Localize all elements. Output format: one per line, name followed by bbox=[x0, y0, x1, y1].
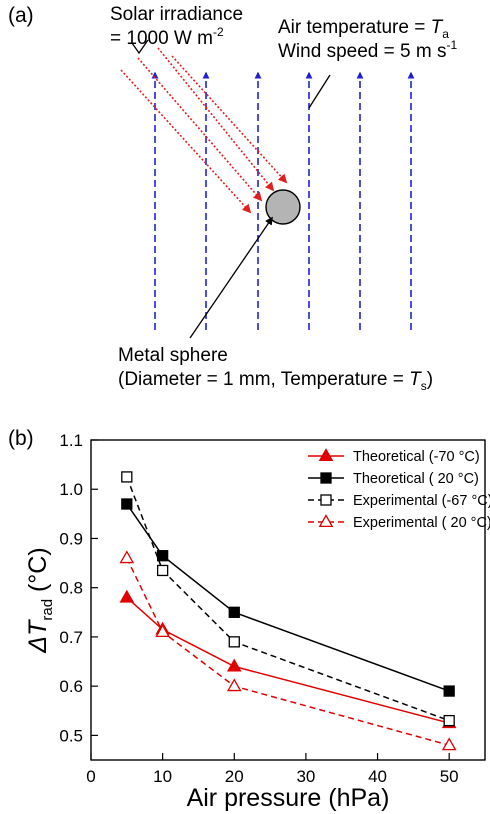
y-axis-title: ΔTrad (°C) bbox=[24, 547, 56, 653]
data-point bbox=[119, 550, 135, 564]
panel-a: (a) Solar irradiance = 1000 W m-2 Air te… bbox=[8, 4, 457, 393]
data-point bbox=[156, 564, 169, 577]
data-point bbox=[443, 685, 455, 697]
panel-b-label: (b) bbox=[8, 427, 34, 450]
metal-sphere bbox=[265, 189, 301, 225]
x-tick-label: 30 bbox=[296, 767, 315, 786]
legend-label: Theoretical ( 20 °C) bbox=[353, 471, 479, 487]
data-point bbox=[228, 636, 240, 648]
wind-arrows bbox=[151, 71, 415, 330]
series-line bbox=[126, 476, 450, 722]
data-point bbox=[318, 448, 334, 462]
y-tick-label: 0.5 bbox=[59, 726, 83, 745]
legend-label: Experimental (-67 °C) bbox=[353, 493, 490, 509]
wind-speed-label: Wind speed = 5 m s-1 bbox=[278, 38, 457, 62]
data-point bbox=[226, 658, 242, 672]
series-line bbox=[126, 503, 450, 692]
x-axis-title: Air pressure (hPa) bbox=[187, 784, 390, 812]
solar-ray bbox=[157, 47, 275, 192]
series bbox=[119, 550, 457, 751]
data-point bbox=[318, 514, 334, 528]
air-label-pointer bbox=[308, 74, 331, 109]
plot-frame bbox=[90, 439, 486, 761]
legend-label: Theoretical (-70 °C) bbox=[353, 449, 480, 465]
data-point bbox=[156, 550, 169, 562]
solar-irradiance-label: Solar irradiance bbox=[110, 4, 243, 25]
y-tick-label: 1.1 bbox=[59, 431, 83, 450]
x-tick-label: 20 bbox=[225, 767, 244, 786]
series bbox=[119, 589, 457, 729]
legend-label: Experimental ( 20 °C) bbox=[353, 515, 490, 531]
data-point bbox=[121, 498, 133, 510]
series-line bbox=[126, 596, 450, 724]
y-tick-label: 0.6 bbox=[59, 677, 83, 696]
x-tick-label: 0 bbox=[86, 767, 95, 786]
solar-ray bbox=[120, 69, 252, 214]
series-line bbox=[126, 557, 450, 746]
axis-ticks: 0 10 20 30 40 50 0.5 0.6 0.7 0.8 0.9 1.0 1.1 bbox=[59, 431, 458, 786]
data-point bbox=[121, 471, 133, 483]
solar-ray bbox=[171, 55, 288, 184]
x-tick-label: 40 bbox=[368, 767, 387, 786]
metal-sphere-label: Metal sphere bbox=[118, 345, 228, 366]
panel-b: (b) 0 10 20 30 40 50 0.5 0.6 0.7 0.8 0.9 1.0 1.1 The… bbox=[8, 427, 490, 812]
solar-ray bbox=[137, 57, 263, 202]
x-tick-label: 50 bbox=[440, 767, 459, 786]
series bbox=[121, 471, 455, 727]
data-series bbox=[119, 471, 457, 751]
metal-sphere-details: (Diameter = 1 mm, Temperature = Ts) bbox=[118, 369, 433, 393]
sphere-label-pointer bbox=[189, 216, 273, 339]
x-tick-label: 10 bbox=[153, 767, 172, 786]
y-tick-label: 0.8 bbox=[59, 579, 83, 598]
data-point bbox=[443, 714, 455, 727]
y-tick-label: 1.0 bbox=[59, 480, 83, 499]
data-point bbox=[228, 606, 240, 618]
solar-rays bbox=[120, 47, 288, 214]
data-point bbox=[226, 678, 242, 692]
series bbox=[121, 498, 455, 697]
solar-irradiance-value: = 1000 W m-2 bbox=[110, 25, 224, 49]
data-point bbox=[320, 472, 332, 484]
data-point bbox=[119, 589, 135, 603]
legend: Theoretical (-70 °C) Theoretical ( 20 °C)… bbox=[308, 448, 490, 531]
y-tick-label: 0.7 bbox=[59, 628, 83, 647]
data-point bbox=[155, 624, 170, 638]
data-point bbox=[441, 737, 457, 751]
solar-label-pointer bbox=[131, 39, 149, 55]
air-temperature-label: Air temperature = Ta bbox=[278, 17, 449, 41]
data-point bbox=[320, 494, 332, 506]
y-tick-label: 0.9 bbox=[59, 529, 83, 548]
panel-a-label: (a) bbox=[8, 4, 34, 27]
